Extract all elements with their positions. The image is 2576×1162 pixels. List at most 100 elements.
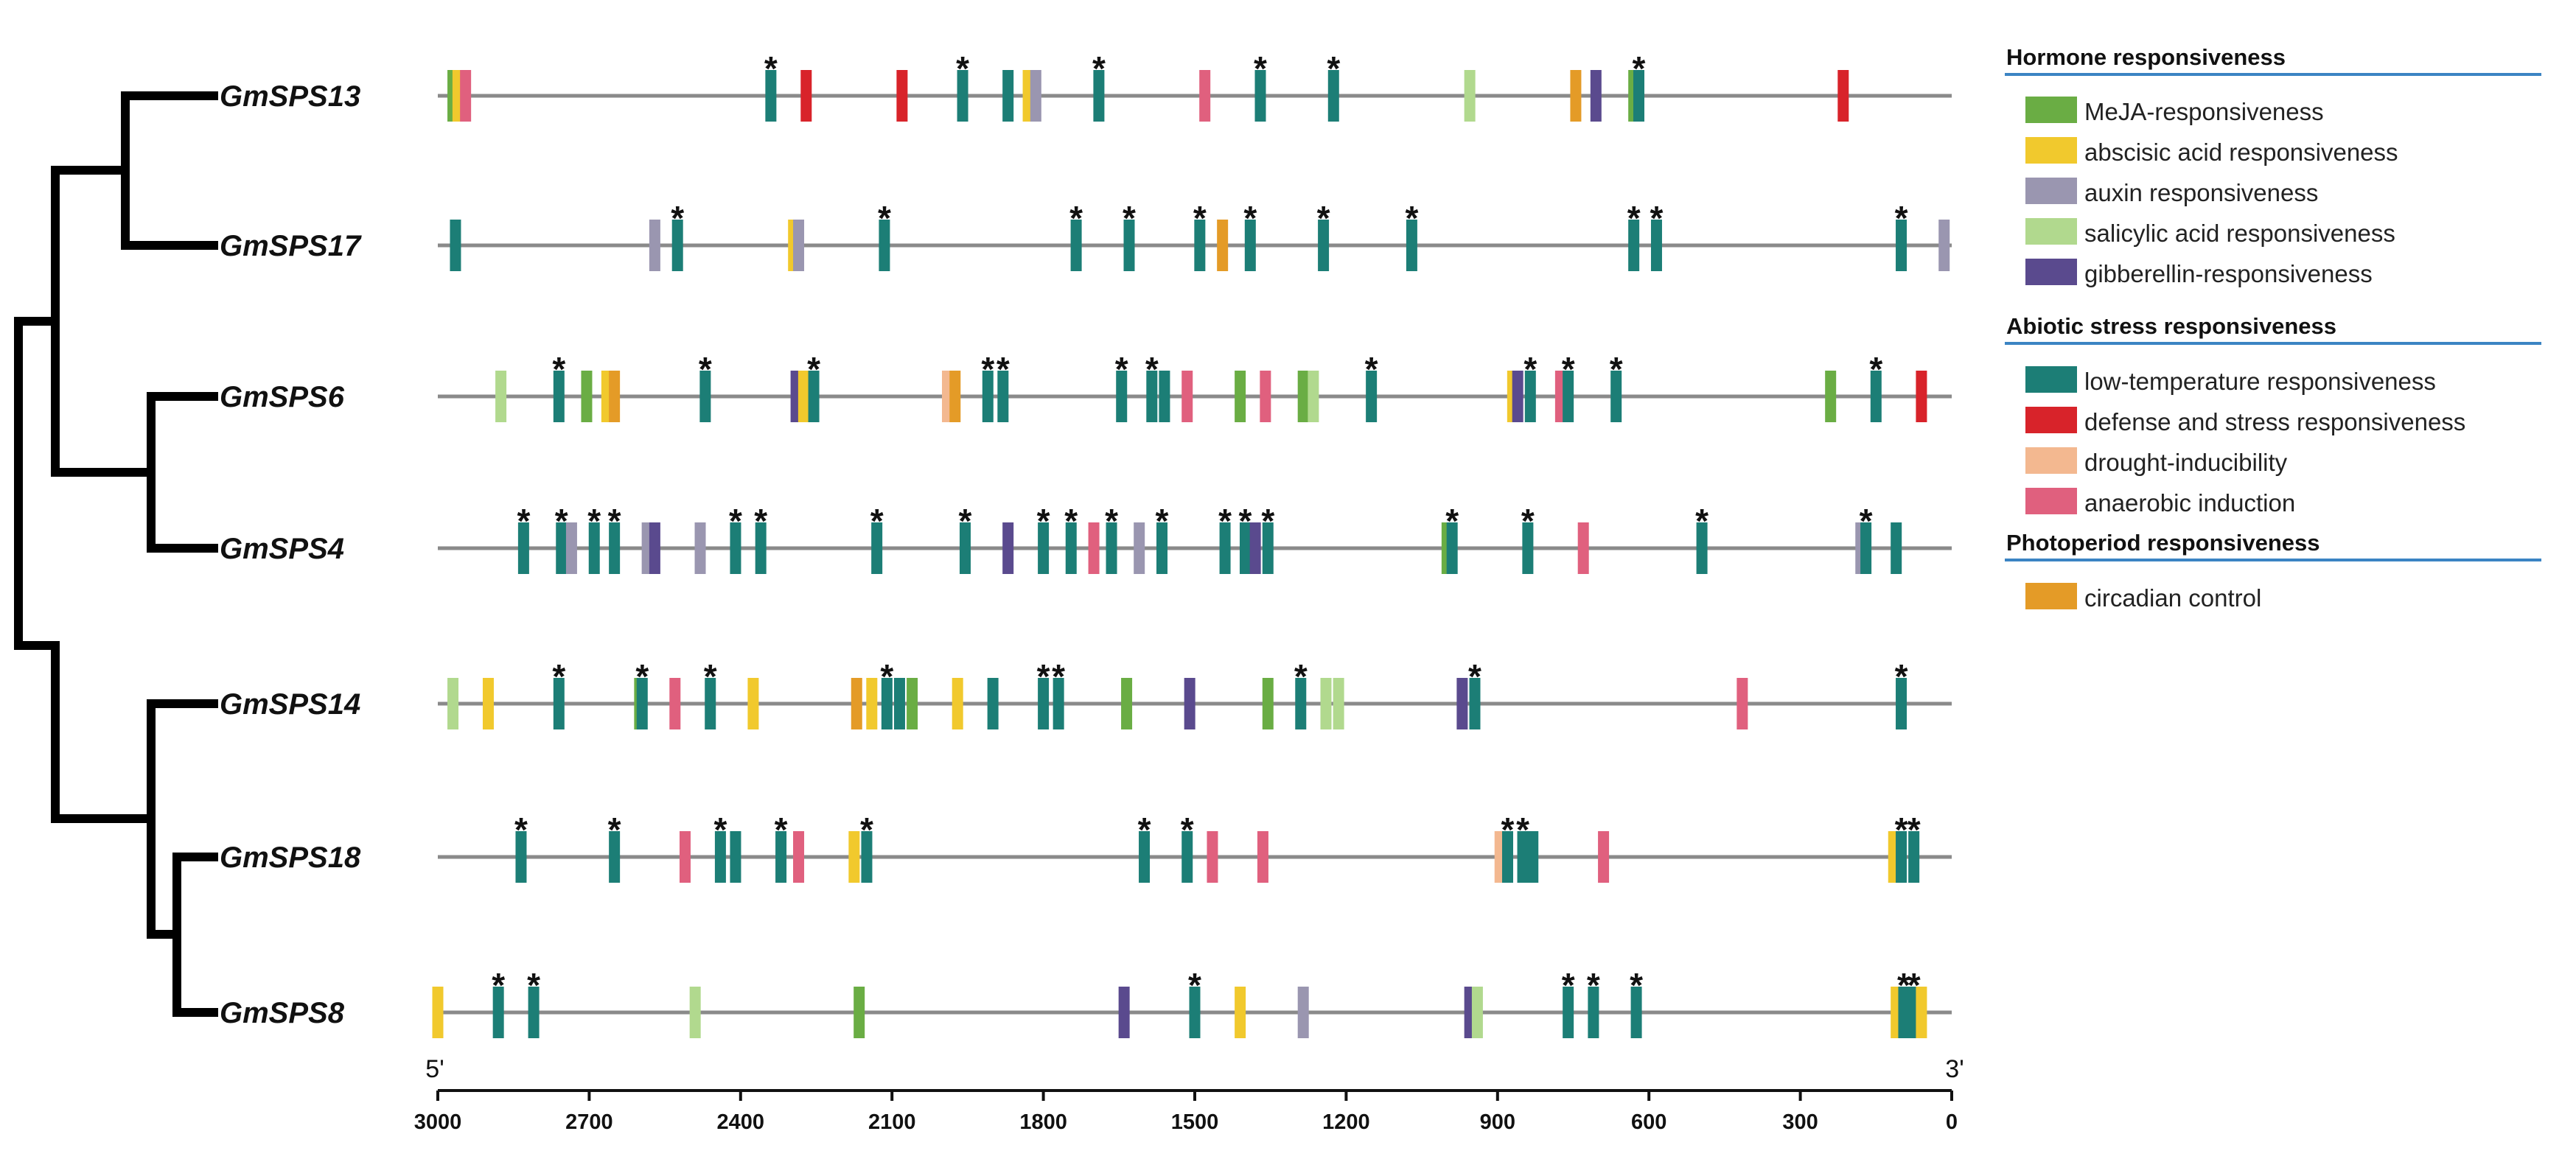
cis-element-anaerobic [460, 70, 472, 122]
cis-element-auxin [1134, 522, 1145, 574]
cis-element-GA [1184, 678, 1195, 729]
legend-heading: Hormone responsiveness [2006, 44, 2286, 70]
significance-star: * [1069, 199, 1083, 237]
significance-star: * [956, 49, 969, 88]
significance-star: * [1562, 350, 1575, 388]
cis-element-LTR [671, 220, 683, 271]
cis-element-LTR [765, 70, 777, 122]
significance-star: * [870, 502, 884, 540]
cis-element-ABA [432, 987, 444, 1038]
significance-star: * [1327, 49, 1340, 88]
cis-element-LTR [997, 371, 1009, 422]
cis-element-LTR [730, 522, 741, 574]
cis-element-GA [1512, 371, 1523, 422]
cis-element-MeJA [907, 678, 918, 729]
cis-element-MeJA [1825, 371, 1837, 422]
cis-element-auxin [565, 522, 577, 574]
cis-element-anaerobic [1181, 371, 1193, 422]
cis-element-LTR [879, 220, 890, 271]
legend-item-label: MeJA-responsiveness [2084, 98, 2324, 125]
cis-element-LTR [775, 831, 787, 883]
significance-star: * [1405, 199, 1418, 237]
legend-swatch-ABA [2025, 137, 2077, 164]
cis-element-LTR [730, 831, 741, 883]
axis-end-label: 3' [1945, 1055, 1964, 1083]
cis-element-SA [447, 678, 459, 729]
significance-star: * [1468, 657, 1481, 696]
axis-tick-label: 2400 [717, 1110, 765, 1134]
cis-element-LTR [1628, 220, 1640, 271]
cis-element-LTR [1527, 831, 1539, 883]
legend-item-label: auxin responsiveness [2084, 179, 2318, 206]
significance-star: * [1156, 502, 1169, 540]
gene-label: GmSPS18 [220, 841, 361, 874]
legend-swatch-LTR [2025, 366, 2077, 393]
legend-item-label: defense and stress responsiveness [2084, 408, 2465, 435]
gene-label: GmSPS13 [220, 80, 360, 113]
significance-star: * [1294, 657, 1308, 696]
significance-star: * [608, 811, 621, 849]
cis-element-LTR [1563, 371, 1574, 422]
significance-star: * [704, 657, 717, 696]
cis-element-anaerobic [1577, 522, 1589, 574]
axis-tick-label: 1200 [1322, 1110, 1370, 1134]
significance-star: * [1630, 966, 1643, 1004]
significance-star: * [1521, 502, 1535, 540]
gene-label: GmSPS6 [220, 381, 345, 413]
significance-star: * [880, 657, 893, 696]
significance-star: * [1115, 350, 1128, 388]
cis-element-LTR [1053, 678, 1064, 729]
cis-element-auxin [694, 522, 706, 574]
cis-element-LTR [553, 371, 565, 422]
significance-star: * [552, 657, 565, 696]
significance-star: * [635, 657, 649, 696]
significance-star: * [1445, 502, 1459, 540]
legend-swatch-defense [2025, 407, 2077, 433]
cis-element-MeJA [1235, 371, 1246, 422]
significance-star: * [860, 811, 873, 849]
legend-heading: Photoperiod responsiveness [2006, 530, 2320, 556]
cis-element-LTR [492, 987, 504, 1038]
cis-element-LTR [1870, 371, 1882, 422]
gene-track: * * * * * * * * * * * * [438, 350, 1952, 422]
significance-star: * [1650, 199, 1664, 237]
gene-track: * * * * * * [438, 49, 1952, 122]
cis-element-LTR [1524, 371, 1536, 422]
cis-element-anaerobic [793, 831, 805, 883]
cis-element-anaerobic [1598, 831, 1610, 883]
cis-element-LTR [1181, 831, 1193, 883]
cis-element-GA [1456, 678, 1468, 729]
cis-element-LTR [1116, 371, 1128, 422]
legend-item-label: gibberellin-responsiveness [2084, 260, 2373, 287]
cis-element-SA [1471, 987, 1483, 1038]
significance-star: * [699, 350, 712, 388]
cis-element-LTR [1588, 987, 1599, 1038]
legend-swatch-drought [2025, 447, 2077, 474]
cis-element-auxin [1297, 987, 1309, 1038]
legend-item-label: abscisic acid responsiveness [2084, 139, 2398, 166]
cis-element-LTR [1860, 522, 1872, 574]
cis-element-LTR [1501, 831, 1513, 883]
axis-tick-label: 900 [1480, 1110, 1515, 1134]
significance-star: * [671, 199, 684, 237]
significance-star: * [1261, 502, 1274, 540]
cis-element-LTR [1189, 987, 1201, 1038]
cis-element-LTR [1146, 371, 1158, 422]
cis-element-MeJA [1297, 371, 1309, 422]
cis-element-LTR [699, 371, 711, 422]
cis-element-LTR [1563, 987, 1574, 1038]
significance-star: * [1895, 199, 1908, 237]
axis-start-label: 5' [425, 1055, 444, 1083]
cis-element-LTR [1070, 220, 1082, 271]
axis-tick-label: 600 [1631, 1110, 1666, 1134]
cis-element-anaerobic [1199, 70, 1211, 122]
axis-tick-label: 2700 [565, 1110, 613, 1134]
legend: Hormone responsiveness MeJA-responsivenes… [2005, 44, 2541, 612]
cis-element-LTR [1318, 220, 1330, 271]
gene-track: * * * * * * ** [432, 966, 1952, 1038]
significance-star: * [754, 502, 767, 540]
cis-element-LTR [515, 831, 527, 883]
legend-item-label: circadian control [2084, 584, 2261, 612]
significance-star: * [1869, 350, 1882, 388]
cis-element-LTR [1469, 678, 1481, 729]
